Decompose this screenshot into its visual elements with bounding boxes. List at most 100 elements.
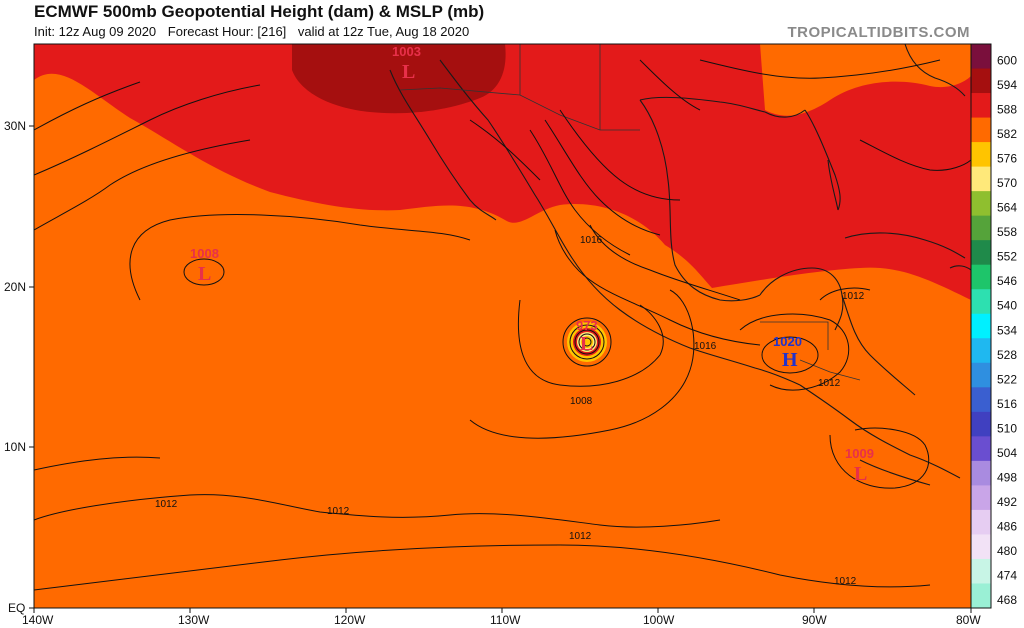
height-fill-594 [292,44,506,114]
pressure-value: 1009 [845,446,874,461]
colorbar-swatch [971,313,991,339]
isobar-label: 1012 [834,576,857,587]
high-marker: H [782,349,798,371]
isobar-label: 1012 [818,378,841,389]
lon-tick-label: 110W [490,613,521,627]
pressure-value: 973 [576,318,598,333]
colorbar-swatch [971,117,991,143]
colorbar-label: 510 [997,421,1017,435]
colorbar-swatch [971,411,991,437]
init-time: Init: 12z Aug 09 2020 [34,24,157,39]
lat-axis [29,125,34,609]
colorbar-swatch [971,166,991,192]
isobar-label: 1008 [570,396,593,407]
colorbar-label: 474 [997,568,1017,582]
colorbar-label: 504 [997,446,1017,460]
pressure-value: 1008 [190,246,219,261]
colorbar-swatch [971,240,991,266]
lon-tick-label: 90W [802,613,827,627]
colorbar-swatch [971,44,991,70]
pressure-systems: 1003 L 1008 L 973 L 1020 H 1009 L [190,44,874,485]
colorbar-label: 600 [997,54,1017,68]
colorbar-label: 570 [997,176,1017,190]
forecast-hour: Forecast Hour: [216] [167,24,287,39]
colorbar-swatch [971,191,991,217]
isobar-label: 1012 [155,499,178,510]
map-title: ECMWF 500mb Geopotential Height (dam) & … [34,2,485,21]
lat-tick-label: 10N [4,440,26,454]
colorbar-label: 468 [997,593,1017,607]
colorbar-swatch [971,68,991,94]
isobar-label: 1016 [580,235,603,246]
colorbar-swatch [971,485,991,511]
colorbar-swatch [971,558,991,584]
colorbar-label: 534 [997,323,1017,337]
colorbar-swatch [971,142,991,168]
lon-tick-label: 140W [22,613,54,627]
valid-time: valid at 12z Tue, Aug 18 2020 [297,24,470,39]
colorbar-label: 564 [997,201,1017,215]
colorbar-swatch [971,289,991,315]
colorbar-label: 516 [997,397,1017,411]
colorbar-swatch [971,338,991,364]
colorbar-label: 492 [997,495,1017,509]
borders [399,44,861,381]
colorbar-swatch [971,534,991,560]
colorbar-swatch [971,387,991,413]
colorbar-swatch [971,215,991,241]
isobar-label: 1012 [842,291,865,302]
isobar-label: 1012 [327,506,350,517]
pressure-value: 1003 [392,44,421,59]
colorbar-label: 594 [997,78,1017,92]
colorbar-frame [970,43,992,609]
lat-tick-label: 30N [4,119,26,133]
colorbar-swatch [971,460,991,486]
colorbar-swatch [971,583,991,609]
colorbar-label: 588 [997,103,1017,117]
colorbar-label: 558 [997,225,1017,239]
colorbar-label: 486 [997,519,1017,533]
lon-labels: 140W 130W 120W 110W 100W 90W 80W [22,613,981,627]
isobar-label: 1016 [694,341,717,352]
lon-tick-label: 130W [178,613,210,627]
low-marker: L [198,263,211,285]
colorbar-label: 546 [997,274,1017,288]
low-marker: L [854,463,867,485]
colorbar-label: 552 [997,250,1017,264]
lon-tick-label: 120W [334,613,366,627]
pressure-value: 1020 [773,334,802,349]
site-brand: TROPICALTIDBITS.COM [787,24,970,41]
colorbar-label: 498 [997,470,1017,484]
lon-tick-label: 100W [643,613,675,627]
isobars [34,59,971,591]
colorbar-swatch [971,509,991,535]
lon-tick-label: 80W [956,613,981,627]
low-marker: L [580,333,593,355]
colorbar-label: 480 [997,544,1017,558]
colorbar-swatch [971,436,991,462]
lat-tick-label: EQ [8,601,25,615]
height-fill-582-carib [880,296,971,608]
colorbar-label: 528 [997,348,1017,362]
colorbar-label: 522 [997,372,1017,386]
run-info: Init: 12z Aug 09 2020 Forecast Hour: [21… [34,24,477,39]
isobar-labels: 1016 1016 1012 1008 1012 1012 1012 1012 … [155,235,865,587]
colorbar-label: 576 [997,152,1017,166]
colorbar: 600 594 588 582 576 570 564 558 552 546 540 534 528 5… [970,43,1017,609]
map-area: 1016 1016 1012 1008 1012 1012 1012 1012 … [34,44,971,608]
height-fill-588 [34,44,971,300]
height-fill-582-fl [760,44,971,116]
colorbar-swatch [971,264,991,290]
colorbar-swatch [971,93,991,119]
low-marker: L [402,61,415,83]
lat-tick-label: 20N [4,280,26,294]
colorbar-label: 582 [997,127,1017,141]
hurricane-core [562,317,612,367]
lat-labels: EQ 10N 20N 30N [4,119,26,615]
colorbar-swatch [971,362,991,388]
colorbar-label: 540 [997,299,1017,313]
coastlines [389,44,971,486]
lon-axis [33,608,972,613]
isobar-label: 1012 [569,531,592,542]
